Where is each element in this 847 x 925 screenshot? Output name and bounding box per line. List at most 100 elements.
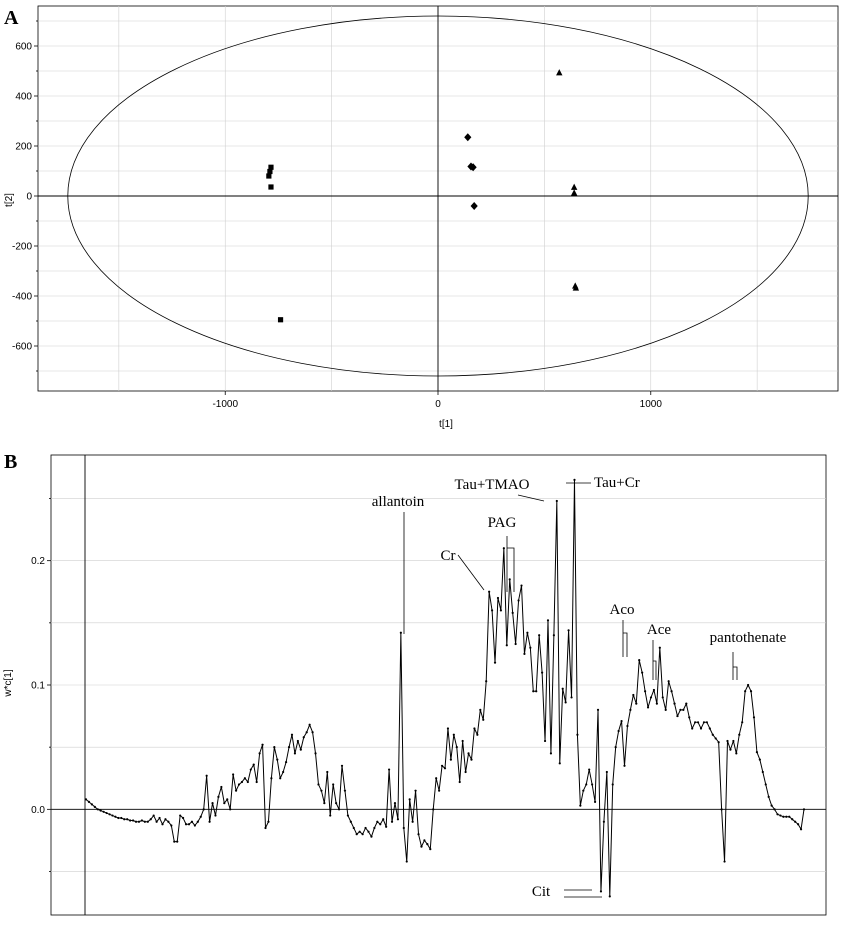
loading-point (452, 733, 455, 736)
loading-point (682, 708, 685, 711)
loading-point (764, 783, 767, 786)
loading-point (529, 646, 532, 649)
loading-point (661, 696, 664, 699)
loading-point (317, 783, 320, 786)
loading-point (449, 758, 452, 761)
loading-point (246, 780, 249, 784)
loading-point (111, 814, 114, 817)
loading-point (326, 770, 329, 774)
loading-point (190, 820, 194, 823)
loading-point (249, 768, 252, 771)
loading-point (432, 808, 435, 811)
loading-point (694, 721, 697, 724)
panel-b-y-tick-label: 0.0 (31, 805, 45, 816)
loading-point (423, 839, 426, 842)
loading-point (546, 619, 550, 622)
annotation-allantoin: allantoin (372, 494, 425, 510)
loading-point (455, 746, 458, 749)
loading-point (482, 718, 485, 721)
loading-point (261, 743, 264, 746)
score-point-diamond (464, 133, 472, 142)
loading-point (164, 818, 167, 821)
loading-point (746, 683, 750, 687)
loading-point (87, 800, 91, 803)
loading-point (461, 739, 464, 743)
loading-point (593, 800, 597, 803)
loading-point (129, 819, 132, 822)
score-point-triangle (570, 189, 578, 196)
loading-point (140, 819, 144, 822)
loading-point (202, 808, 205, 811)
loading-point (373, 826, 376, 830)
loading-point (393, 802, 397, 805)
loading-point (420, 845, 423, 848)
loading-point (611, 783, 614, 786)
loading-point (535, 690, 538, 693)
loading-point (643, 690, 647, 693)
loading-point (588, 768, 591, 771)
panel-b-y-tick-label: 0.1 (31, 681, 45, 692)
loading-point (473, 727, 476, 730)
score-point-square (266, 173, 272, 179)
loading-point (193, 824, 196, 827)
loading-point (738, 733, 741, 736)
panel-b-reference-lines (51, 455, 826, 915)
loading-point (635, 702, 638, 705)
loading-point (137, 820, 141, 823)
loading-point (567, 629, 570, 632)
loading-point (652, 688, 656, 692)
loading-point (614, 746, 617, 749)
loading-point (311, 731, 314, 734)
loading-point (411, 820, 414, 823)
score-point-square (267, 168, 273, 175)
loading-point (626, 724, 629, 728)
panel-b-y-axis-label: w*c[1] (3, 669, 14, 697)
loading-point (167, 820, 170, 823)
loading-point (223, 802, 226, 805)
loading-point (773, 808, 776, 811)
score-point-square (277, 317, 284, 323)
loading-point (364, 826, 367, 830)
loading-point (797, 823, 800, 826)
loading-point (699, 727, 703, 730)
score-point-square (268, 184, 274, 190)
loading-point (464, 770, 467, 774)
panel-a-reference-lines (38, 6, 838, 391)
loading-point (638, 659, 641, 662)
loading-point (196, 820, 199, 823)
score-point-triangle (570, 183, 578, 190)
annotation-leader-cr (457, 554, 485, 591)
loading-point (532, 690, 535, 693)
loading-point (182, 816, 185, 820)
loading-point (349, 820, 352, 823)
loading-point (117, 816, 120, 820)
loading-point (629, 708, 632, 711)
loading-point (591, 783, 594, 786)
loading-point (426, 843, 429, 846)
loading-point (282, 770, 285, 774)
loading-point (320, 789, 323, 792)
loading-point (552, 634, 555, 637)
loading-point (679, 708, 682, 711)
loading-point (741, 721, 744, 724)
loading-point (396, 818, 400, 821)
loading-point (758, 758, 761, 761)
loading-point (467, 752, 470, 755)
loading-point (120, 816, 123, 820)
loading-point (599, 890, 603, 893)
loading-point (99, 809, 102, 812)
loading-point (252, 763, 255, 766)
panel-a-x-ticks: -1000 0 1000 (212, 391, 662, 410)
loading-point (596, 708, 600, 711)
loading-point (284, 760, 288, 764)
annotation-tau-cr: Tau+Cr (594, 475, 640, 491)
loading-point (296, 739, 299, 743)
panel-a-y-tick-label: -600 (12, 342, 32, 353)
loading-point (676, 714, 679, 718)
loading-point (658, 646, 661, 649)
loading-point (405, 860, 408, 863)
loading-point (329, 814, 332, 817)
loading-point (226, 798, 229, 801)
loading-point (576, 733, 579, 736)
